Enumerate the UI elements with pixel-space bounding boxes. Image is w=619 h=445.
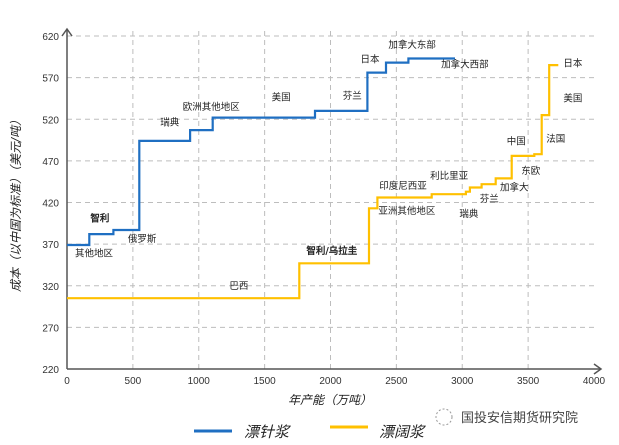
annotation-label: 利比里亚 xyxy=(430,170,469,182)
annotation-label: 法国 xyxy=(546,133,565,145)
grid xyxy=(67,28,594,369)
y-tick-label: 470 xyxy=(42,157,59,168)
y-tick-label: 520 xyxy=(42,115,59,126)
annotation-label: 芬兰 xyxy=(480,193,499,205)
watermark-text: 国投安信期货研究院 xyxy=(461,410,578,426)
x-axis-title: 年产能（万吨） xyxy=(288,393,372,407)
x-tick-label: 1000 xyxy=(188,376,211,387)
x-tick-label: 2000 xyxy=(319,376,342,387)
wechat-icon xyxy=(435,408,453,426)
legend-label-softwood: 漂针浆 xyxy=(244,423,291,441)
x-tick-label: 500 xyxy=(125,376,142,387)
x-tick-label: 2500 xyxy=(385,376,408,387)
y-tick-label: 370 xyxy=(42,240,59,251)
x-tick-label: 1500 xyxy=(254,376,277,387)
annotation-label: 瑞典 xyxy=(459,208,479,220)
annotation-label: 智利/乌拉圭 xyxy=(306,245,357,257)
annotation-label: 美国 xyxy=(272,92,291,104)
annotation-label: 亚洲其他地区 xyxy=(378,205,436,217)
y-tick-label: 570 xyxy=(42,74,59,85)
y-tick-label: 420 xyxy=(42,199,59,210)
annotation-label: 加拿大 xyxy=(500,182,529,194)
y-axis-arrow xyxy=(61,27,73,37)
annotation-label: 芬兰 xyxy=(343,90,362,102)
y-tick-label: 320 xyxy=(42,282,59,293)
annotation-label: 东欧 xyxy=(521,165,541,177)
series-layer xyxy=(67,57,559,300)
hardwood-step-line xyxy=(67,63,559,300)
x-axis-arrow xyxy=(593,363,603,375)
annotation-label: 巴西 xyxy=(229,281,248,292)
legend: 漂针浆 漂阔浆 xyxy=(194,423,426,441)
annotation-label: 俄罗斯 xyxy=(128,233,157,245)
annotation-label: 印度尼西亚 xyxy=(379,180,427,192)
x-tick-label: 4000 xyxy=(583,376,606,387)
y-tick-label: 270 xyxy=(42,323,59,334)
annotation-label: 中国 xyxy=(507,136,526,148)
legend-label-hardwood: 漂阔浆 xyxy=(379,423,426,441)
x-tick-label: 3500 xyxy=(517,376,540,387)
softwood-step-line xyxy=(67,57,455,247)
annotation-label: 加拿大东部 xyxy=(388,39,436,51)
annotation-label: 美国 xyxy=(563,92,582,104)
x-tick-label: 0 xyxy=(64,376,70,387)
x-tick-label: 3000 xyxy=(451,376,474,387)
y-axis-title: 成本（以中国为标准）（美元/吨） xyxy=(9,114,23,292)
annotation-label: 日本 xyxy=(563,57,583,69)
annotation-label: 加拿大西部 xyxy=(441,58,489,70)
y-tick-label: 220 xyxy=(42,365,59,376)
annotation-label: 欧洲其他地区 xyxy=(183,101,241,113)
annotation-label: 瑞典 xyxy=(160,117,180,129)
axes: 220 270 320 370 420 470 520 570 620 0 500 1000 1500 2… xyxy=(42,27,606,387)
annotation-label: 智利 xyxy=(90,212,109,224)
y-tick-label: 620 xyxy=(42,32,59,43)
annotation-label: 日本 xyxy=(361,53,381,65)
watermark: 国投安信期货研究院 xyxy=(435,408,578,426)
annotation-label: 其他地区 xyxy=(75,247,114,259)
